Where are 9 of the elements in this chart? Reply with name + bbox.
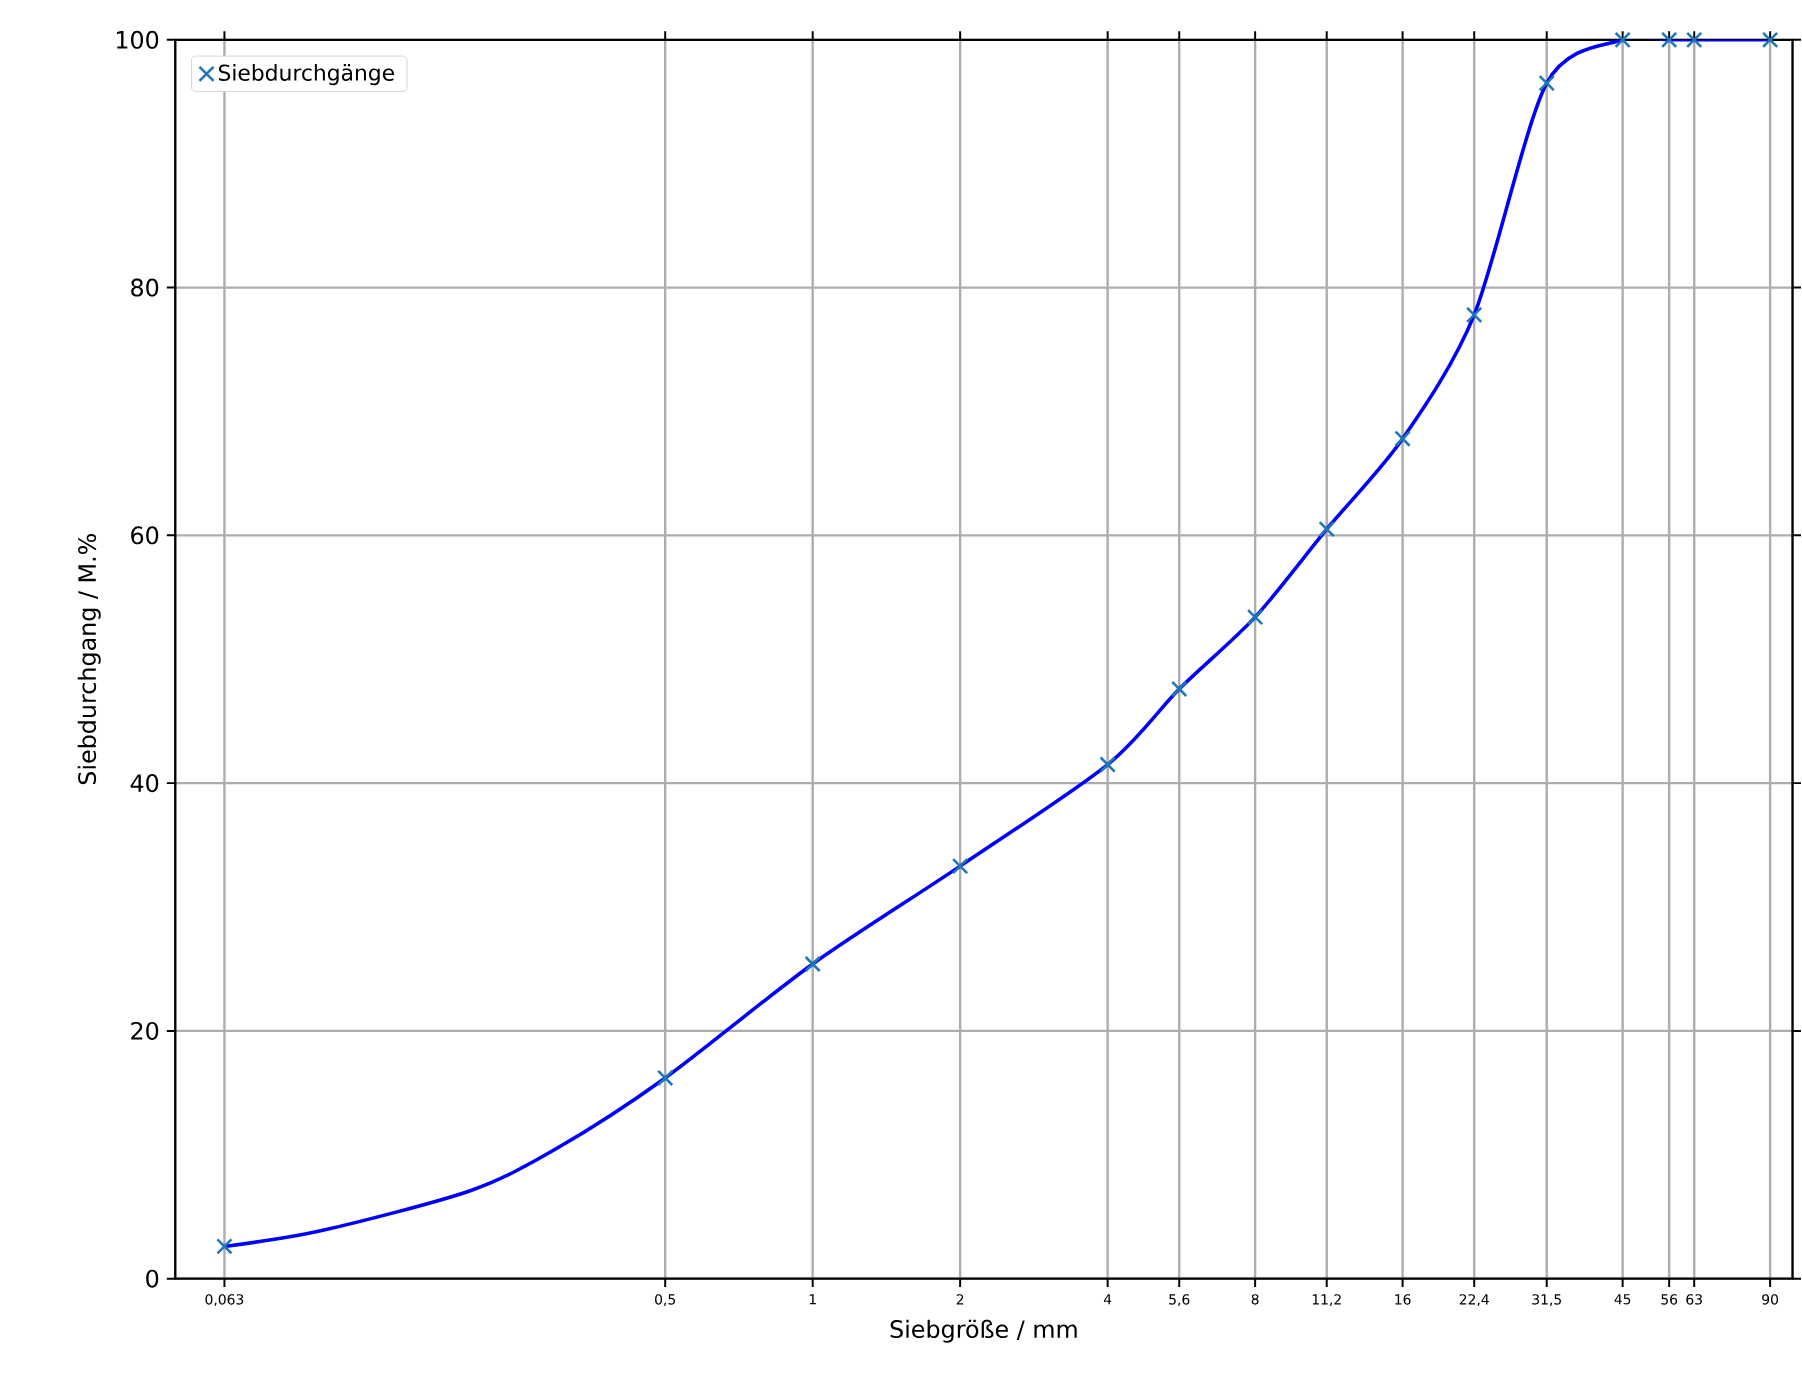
x-axis-title: Siebgröße / mm: [890, 1319, 1077, 1343]
legend-label: Siebdurchgänge: [218, 63, 394, 86]
y-axis-title: Siebdurchgang / M.%: [77, 533, 101, 785]
y-tick-label: 80: [131, 278, 159, 297]
y-tick-label: 0: [146, 1269, 159, 1288]
y-tick-label: 60: [131, 526, 159, 545]
y-tick-label: 20: [131, 1021, 159, 1040]
y-tick-label: 100: [116, 30, 159, 49]
y-tick-label: 40: [130, 773, 159, 793]
